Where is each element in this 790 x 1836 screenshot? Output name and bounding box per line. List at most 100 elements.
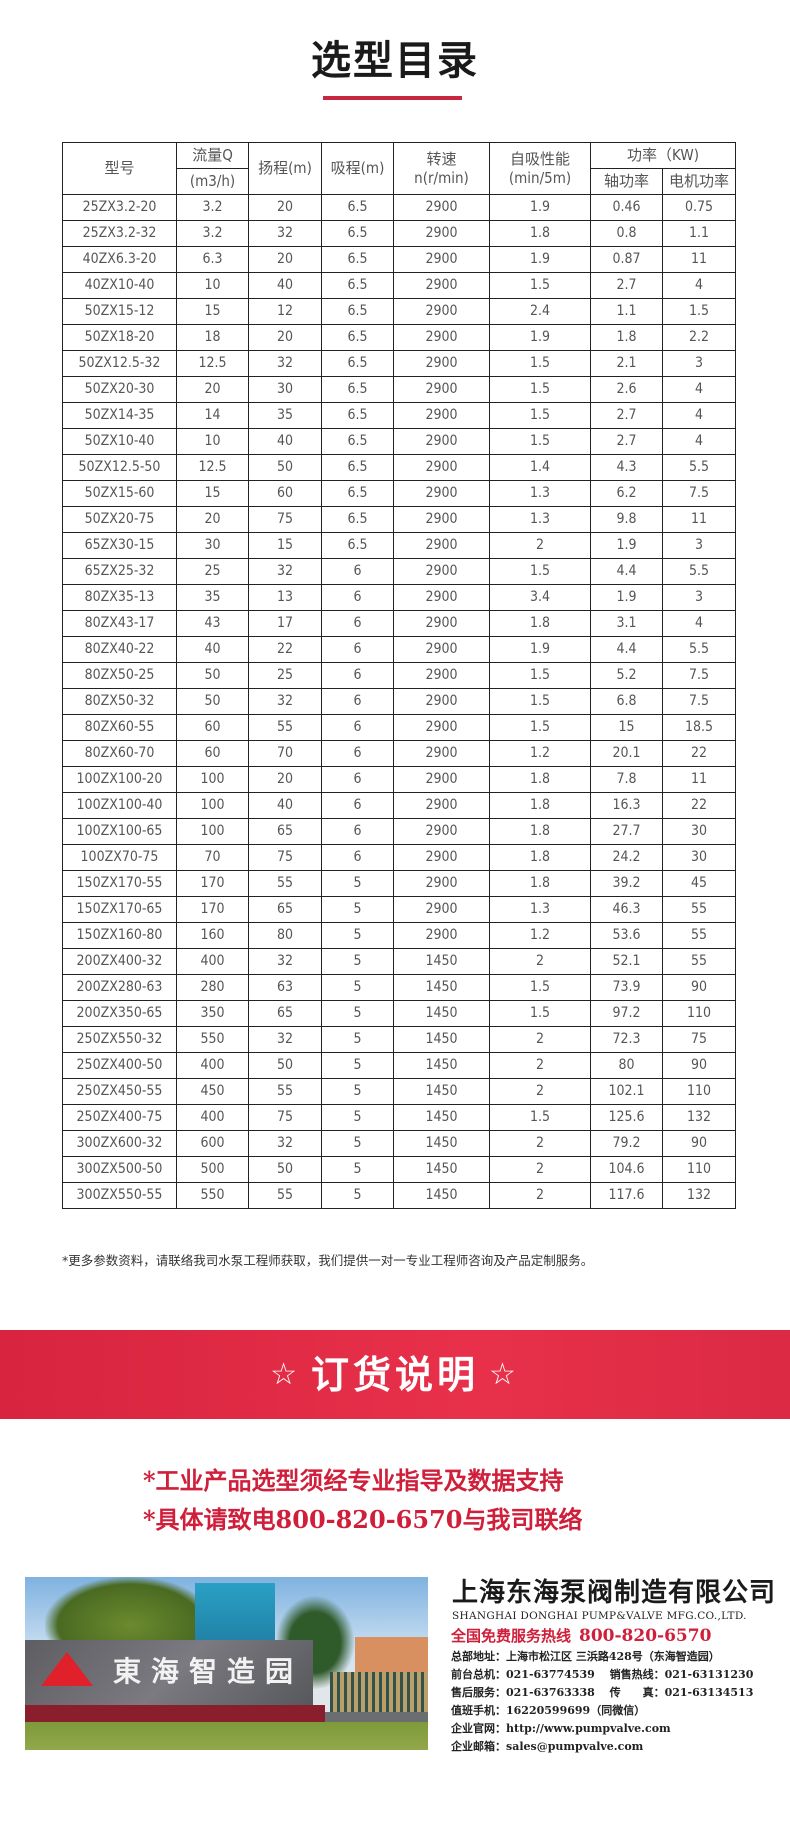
table-cell: 12.5	[176, 454, 249, 481]
table-cell: 2.1	[590, 350, 663, 377]
table-cell: 27.7	[590, 818, 663, 845]
table-cell: 6	[321, 662, 394, 689]
table-cell: 80	[248, 922, 322, 949]
table-row: 150ZX170-55 170 55 5 2900 1.8 39.2 45	[62, 870, 736, 897]
table-cell: 2900	[393, 688, 490, 715]
table-cell: 50ZX20-75	[62, 506, 177, 533]
info-email[interactable]: 企业邮箱：sales@pumpvalve.com	[451, 1740, 644, 1753]
factory-photo: 東海智造园	[25, 1577, 428, 1750]
table-cell: 5	[321, 1052, 394, 1079]
table-row: 80ZX50-25 50 25 6 2900 1.5 5.2 7.5	[62, 662, 736, 689]
table-row: 65ZX25-32 25 32 6 2900 1.5 4.4 5.5	[62, 558, 736, 585]
table-cell: 2	[489, 1078, 591, 1105]
table-cell: 6	[321, 714, 394, 741]
table-cell: 2900	[393, 766, 490, 793]
header-power: 功率（KW)	[590, 142, 736, 169]
table-cell: 50	[248, 1052, 322, 1079]
table-row: 80ZX43-17 43 17 6 2900 1.8 3.1 4	[62, 610, 736, 637]
table-cell: 50ZX12.5-32	[62, 350, 177, 377]
table-cell: 1.8	[489, 766, 591, 793]
table-cell: 6	[321, 610, 394, 637]
table-cell: 1.2	[489, 922, 591, 949]
table-cell: 80ZX60-55	[62, 714, 177, 741]
table-cell: 15	[590, 714, 663, 741]
table-cell: 5	[321, 1104, 394, 1131]
table-cell: 0.8	[590, 220, 663, 247]
table-cell: 5	[321, 896, 394, 923]
table-cell: 3.4	[489, 584, 591, 611]
table-cell: 6.5	[321, 298, 394, 325]
table-cell: 3.2	[176, 220, 249, 247]
table-cell: 150ZX170-65	[62, 896, 177, 923]
table-cell: 300ZX550-55	[62, 1182, 177, 1209]
star-icon: ☆	[489, 1356, 520, 1392]
info-website[interactable]: 企业官网：http://www.pumpvalve.com	[451, 1722, 671, 1735]
table-cell: 30	[662, 844, 736, 871]
table-cell: 35	[248, 402, 322, 429]
table-cell: 4.4	[590, 636, 663, 663]
table-cell: 70	[248, 740, 322, 767]
info-mobile: 值班手机：16220599699（同微信）	[451, 1704, 646, 1717]
table-cell: 73.9	[590, 974, 663, 1001]
table-cell: 32	[248, 220, 322, 247]
table-cell: 1450	[393, 948, 490, 975]
table-cell: 80ZX60-70	[62, 740, 177, 767]
table-row: 80ZX35-13 35 13 6 2900 3.4 1.9 3	[62, 584, 736, 611]
table-cell: 2	[489, 1156, 591, 1183]
table-cell: 6	[321, 740, 394, 767]
company-logo-icon	[41, 1652, 93, 1686]
table-cell: 7.8	[590, 766, 663, 793]
table-cell: 15	[176, 298, 249, 325]
table-cell: 50ZX20-30	[62, 376, 177, 403]
table-cell: 1.8	[489, 844, 591, 871]
table-row: 100ZX70-75 70 75 6 2900 1.8 24.2 30	[62, 844, 736, 871]
table-cell: 2900	[393, 610, 490, 637]
header-flow-unit: (m3/h)	[176, 168, 249, 195]
table-cell: 2900	[393, 220, 490, 247]
table-cell: 55	[662, 896, 736, 923]
table-row: 80ZX60-70 60 70 6 2900 1.2 20.1 22	[62, 740, 736, 767]
order-title: 订货说明	[310, 1352, 479, 1397]
table-cell: 1450	[393, 1026, 490, 1053]
table-cell: 2900	[393, 532, 490, 559]
table-cell: 32	[248, 1130, 322, 1157]
table-cell: 1.9	[489, 636, 591, 663]
table-cell: 2900	[393, 350, 490, 377]
table-cell: 3	[662, 584, 736, 611]
table-cell: 2900	[393, 818, 490, 845]
table-cell: 150ZX170-55	[62, 870, 177, 897]
table-cell: 32	[248, 350, 322, 377]
table-cell: 1.2	[489, 740, 591, 767]
table-cell: 6.5	[321, 428, 394, 455]
table-row: 100ZX100-40 100 40 6 2900 1.8 16.3 22	[62, 792, 736, 819]
table-cell: 20	[248, 246, 322, 273]
table-cell: 1450	[393, 1130, 490, 1157]
footnote: *更多参数资料，请联络我司水泵工程师获取，我们提供一对一专业工程师咨询及产品定制…	[62, 1253, 594, 1268]
table-cell: 45	[662, 870, 736, 897]
table-cell: 4	[662, 376, 736, 403]
table-row: 50ZX10-40 10 40 6.5 2900 1.5 2.7 4	[62, 428, 736, 455]
table-cell: 1.5	[489, 272, 591, 299]
table-cell: 2	[489, 1052, 591, 1079]
table-cell: 110	[662, 1078, 736, 1105]
table-cell: 1.8	[489, 610, 591, 637]
table-row: 100ZX100-65 100 65 6 2900 1.8 27.7 30	[62, 818, 736, 845]
table-cell: 1.5	[489, 350, 591, 377]
table-cell: 2.7	[590, 402, 663, 429]
table-cell: 20	[248, 194, 322, 221]
order-line-2: *具体请致电800-820-6570与我司联络	[143, 1505, 583, 1534]
table-row: 50ZX12.5-50 12.5 50 6.5 2900 1.4 4.3 5.5	[62, 454, 736, 481]
table-cell: 2	[489, 1182, 591, 1209]
hotline: 全国免费服务热线 800-820-6570	[451, 1626, 712, 1646]
table-cell: 5.5	[662, 636, 736, 663]
table-cell: 1450	[393, 1182, 490, 1209]
table-cell: 250ZX550-32	[62, 1026, 177, 1053]
table-cell: 2900	[393, 246, 490, 273]
table-cell: 100ZX100-40	[62, 792, 177, 819]
table-cell: 2900	[393, 506, 490, 533]
table-cell: 1.8	[489, 818, 591, 845]
table-cell: 46.3	[590, 896, 663, 923]
table-cell: 2900	[393, 662, 490, 689]
table-cell: 2900	[393, 792, 490, 819]
table-cell: 2900	[393, 376, 490, 403]
